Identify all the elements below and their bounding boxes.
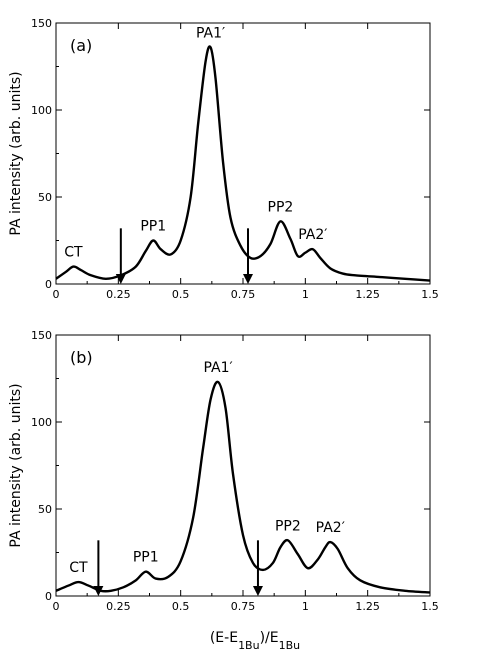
y-tick-label: 0 (45, 278, 52, 291)
x-tick-label: 1 (302, 600, 309, 613)
peak-label: PA2′ (298, 227, 327, 243)
x-tick-label: 1.25 (355, 288, 380, 301)
panel-label: (b) (70, 348, 93, 367)
y-tick-label: 150 (31, 329, 52, 342)
peak-label: PP1 (140, 219, 166, 235)
x-tick-label: 1.5 (421, 288, 439, 301)
peak-label: PP1 (133, 550, 159, 566)
y-axis-title: PA intensity (arb. units) (8, 71, 24, 235)
y-tick-label: 0 (45, 590, 52, 603)
arrow-head (93, 586, 104, 596)
peak-label: PA1′ (203, 360, 232, 376)
panel-label: (a) (70, 36, 92, 55)
x-tick-label: 0.5 (172, 600, 190, 613)
series-line (55, 45, 431, 282)
plot-frame (55, 334, 431, 597)
arrow-head (252, 586, 263, 596)
panel-a: 0 0.25 0.5 0.75 1 1.25 1.5 0 50 100 150 PA intensit… (8, 17, 439, 301)
x-tick-label: 0.25 (106, 288, 131, 301)
x-tick-label: 0.5 (172, 288, 190, 301)
peak-label: CT (69, 560, 88, 576)
panel-b: 0 0.25 0.5 0.75 1 1.25 1.5 0 50 100 150 PA intensit… (8, 329, 439, 613)
plot-frame (55, 22, 431, 285)
x-tick-label: 0.75 (231, 288, 256, 301)
y-tick-label: 100 (31, 416, 52, 429)
peak-label: PP2 (268, 199, 294, 215)
x-tick-label: 0.75 (231, 600, 256, 613)
peak-label: PA2′ (316, 520, 345, 536)
y-tick-label: 50 (38, 191, 52, 204)
series-line (55, 380, 431, 594)
arrow-head (115, 274, 126, 284)
x-tick-label: 0 (53, 600, 60, 613)
peak-label: PP2 (275, 518, 301, 534)
y-tick-label: 50 (38, 503, 52, 516)
x-axis-title: (E-E1Bu)/E1Bu (210, 630, 300, 652)
arrow-head (242, 274, 253, 284)
y-axis-title: PA intensity (arb. units) (8, 383, 24, 547)
x-tick-label: 1 (302, 288, 309, 301)
x-tick-label: 1.5 (421, 600, 439, 613)
y-tick-label: 150 (31, 17, 52, 30)
y-tick-label: 100 (31, 104, 52, 117)
x-tick-label: 1.25 (355, 600, 380, 613)
peak-label: PA1′ (196, 25, 225, 41)
peak-label: CT (64, 245, 83, 261)
x-tick-label: 0 (53, 288, 60, 301)
x-tick-label: 0.25 (106, 600, 131, 613)
